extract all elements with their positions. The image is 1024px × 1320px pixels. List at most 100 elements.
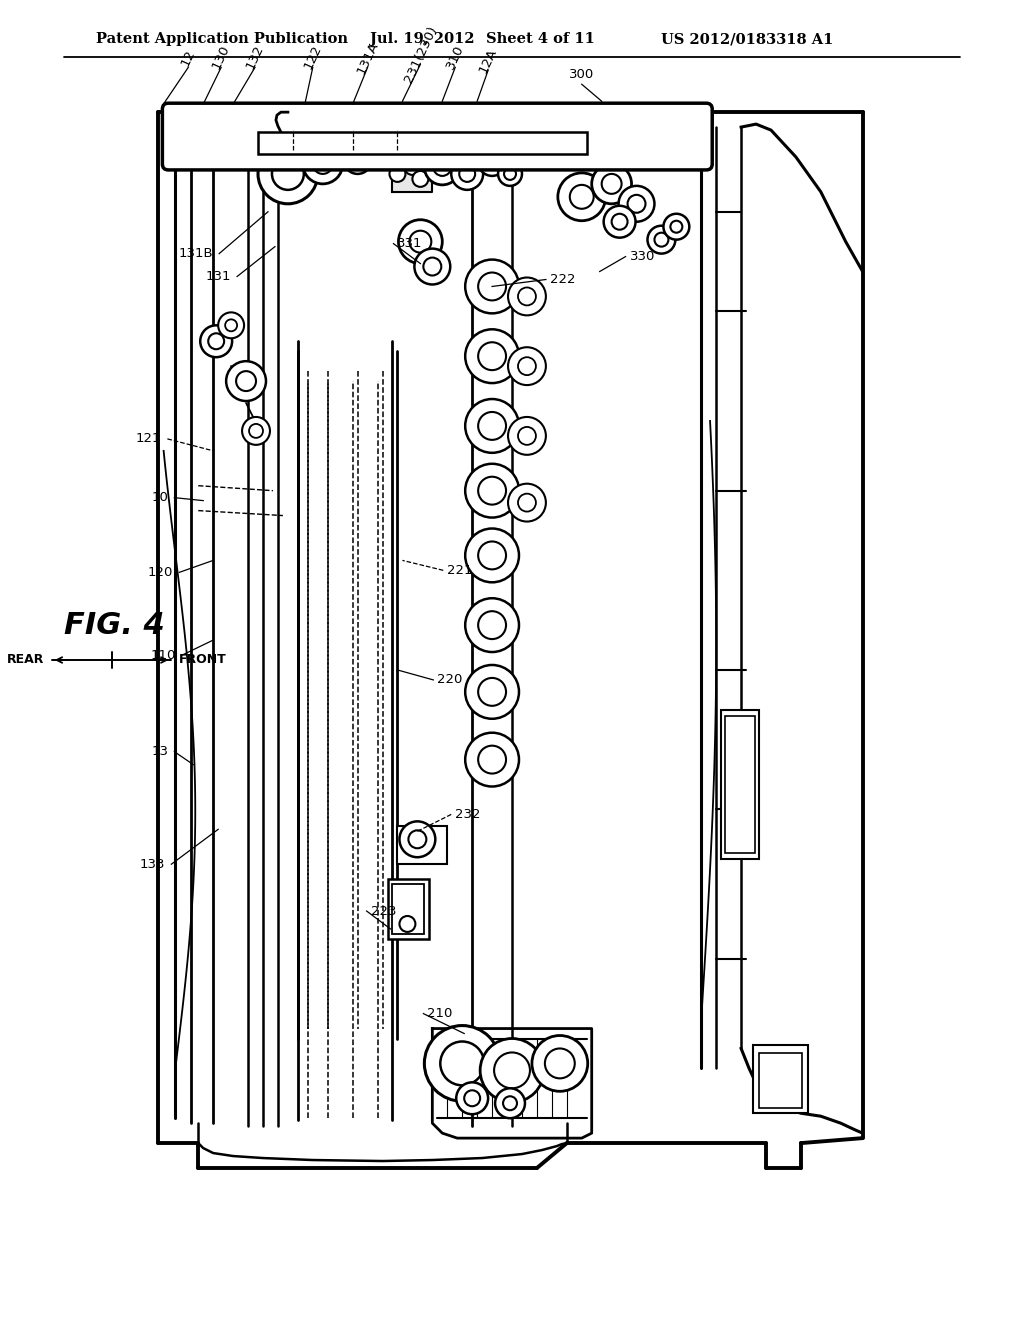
Circle shape bbox=[459, 166, 475, 182]
Circle shape bbox=[508, 347, 546, 385]
Circle shape bbox=[508, 277, 546, 315]
Bar bbox=[725, 715, 755, 853]
Text: 231(230): 231(230) bbox=[401, 24, 439, 84]
Circle shape bbox=[495, 1052, 530, 1088]
Circle shape bbox=[504, 168, 516, 180]
Text: FIG. 4: FIG. 4 bbox=[63, 611, 165, 640]
Bar bbox=[721, 710, 759, 859]
Circle shape bbox=[312, 154, 333, 174]
Circle shape bbox=[465, 260, 519, 313]
Circle shape bbox=[503, 1097, 517, 1110]
Circle shape bbox=[226, 362, 266, 401]
Circle shape bbox=[433, 158, 452, 176]
Circle shape bbox=[350, 153, 365, 166]
Text: Sheet 4 of 11: Sheet 4 of 11 bbox=[486, 33, 595, 46]
Circle shape bbox=[518, 288, 536, 305]
Text: 131: 131 bbox=[206, 271, 231, 282]
Circle shape bbox=[404, 158, 421, 176]
Circle shape bbox=[237, 371, 256, 391]
Circle shape bbox=[478, 272, 506, 301]
Text: 133: 133 bbox=[140, 858, 166, 871]
Text: 132: 132 bbox=[244, 44, 266, 71]
Circle shape bbox=[440, 1041, 484, 1085]
Bar bbox=[392, 884, 424, 935]
Circle shape bbox=[465, 665, 519, 719]
Circle shape bbox=[478, 541, 506, 569]
Circle shape bbox=[452, 158, 483, 190]
Circle shape bbox=[272, 158, 304, 190]
Circle shape bbox=[465, 399, 519, 453]
Text: 10: 10 bbox=[152, 491, 168, 504]
Bar bbox=[397, 826, 447, 865]
Circle shape bbox=[485, 154, 499, 169]
Bar bbox=[753, 1045, 808, 1113]
Circle shape bbox=[508, 483, 546, 521]
Text: 330: 330 bbox=[630, 249, 655, 263]
Circle shape bbox=[478, 342, 506, 370]
Text: 131A: 131A bbox=[354, 38, 381, 75]
Text: 232: 232 bbox=[456, 808, 480, 821]
Circle shape bbox=[618, 186, 654, 222]
Circle shape bbox=[398, 219, 442, 264]
Circle shape bbox=[604, 206, 636, 238]
Text: Jul. 19, 2012: Jul. 19, 2012 bbox=[370, 33, 474, 46]
Circle shape bbox=[303, 144, 343, 183]
Circle shape bbox=[399, 916, 416, 932]
Bar bbox=[759, 1053, 802, 1109]
Circle shape bbox=[611, 214, 628, 230]
Circle shape bbox=[258, 144, 317, 203]
Circle shape bbox=[465, 733, 519, 787]
Circle shape bbox=[242, 417, 270, 445]
Circle shape bbox=[208, 333, 224, 350]
Circle shape bbox=[498, 162, 522, 186]
Circle shape bbox=[664, 214, 689, 240]
Text: 310: 310 bbox=[444, 44, 467, 71]
Circle shape bbox=[478, 611, 506, 639]
Circle shape bbox=[218, 313, 244, 338]
Circle shape bbox=[424, 1026, 500, 1101]
Text: 131B: 131B bbox=[178, 247, 213, 260]
Circle shape bbox=[423, 257, 441, 276]
Circle shape bbox=[465, 329, 519, 383]
Bar bbox=[387, 879, 429, 939]
Circle shape bbox=[545, 1048, 574, 1078]
Circle shape bbox=[409, 830, 426, 849]
Text: 222: 222 bbox=[550, 273, 575, 286]
Circle shape bbox=[531, 1035, 588, 1092]
Text: 12A: 12A bbox=[477, 46, 500, 75]
Circle shape bbox=[464, 1090, 480, 1106]
Text: 12: 12 bbox=[179, 48, 198, 67]
Circle shape bbox=[592, 164, 632, 203]
Circle shape bbox=[389, 166, 406, 182]
Circle shape bbox=[478, 477, 506, 504]
Circle shape bbox=[410, 231, 431, 252]
Text: 121: 121 bbox=[136, 433, 162, 445]
Circle shape bbox=[344, 147, 372, 174]
Circle shape bbox=[249, 424, 263, 438]
Circle shape bbox=[465, 598, 519, 652]
Circle shape bbox=[518, 358, 536, 375]
Circle shape bbox=[518, 494, 536, 512]
Text: 122: 122 bbox=[301, 44, 324, 71]
Text: 331: 331 bbox=[397, 238, 423, 249]
Circle shape bbox=[465, 463, 519, 517]
Text: FRONT: FRONT bbox=[179, 653, 227, 667]
Text: 223: 223 bbox=[371, 904, 396, 917]
Text: 300: 300 bbox=[569, 67, 594, 81]
Bar bbox=[258, 132, 587, 154]
Text: 110: 110 bbox=[151, 648, 176, 661]
Circle shape bbox=[478, 412, 506, 440]
Circle shape bbox=[602, 174, 622, 194]
Circle shape bbox=[478, 678, 506, 706]
Circle shape bbox=[457, 1082, 488, 1114]
Text: US 2012/0183318 A1: US 2012/0183318 A1 bbox=[662, 33, 834, 46]
Text: 120: 120 bbox=[148, 566, 173, 579]
Text: 210: 210 bbox=[427, 1007, 453, 1020]
Circle shape bbox=[647, 226, 676, 253]
Circle shape bbox=[671, 220, 682, 232]
FancyBboxPatch shape bbox=[163, 103, 713, 170]
Circle shape bbox=[628, 195, 645, 213]
Circle shape bbox=[518, 426, 536, 445]
Circle shape bbox=[413, 170, 428, 187]
Text: 130: 130 bbox=[210, 44, 232, 71]
